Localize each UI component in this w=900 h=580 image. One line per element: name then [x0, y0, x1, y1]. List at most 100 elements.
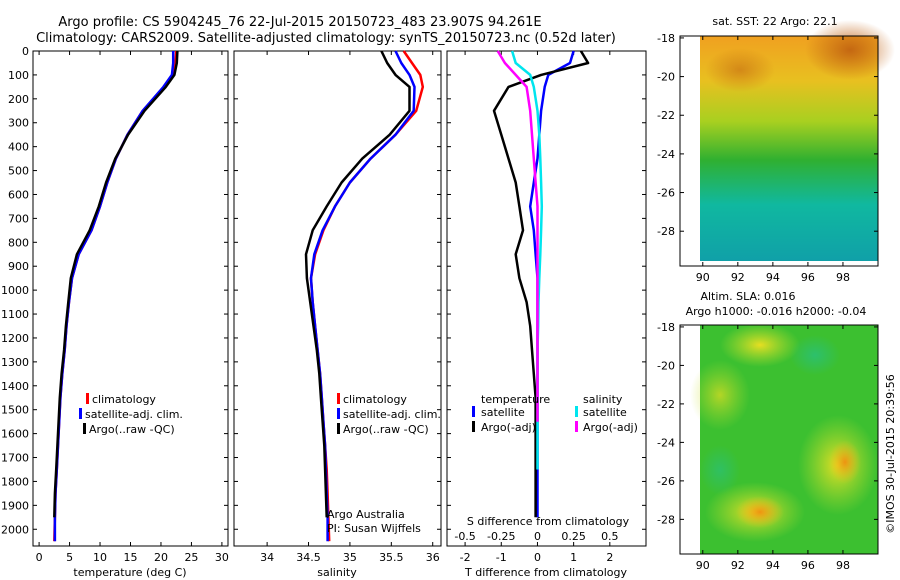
salinity-panel: 34 34.5 35 35.5 36 salinity climatology sate…: [233, 50, 442, 579]
lat-tick-label: -24: [657, 148, 675, 161]
title-line-2: Climatology: CARS2009. Satellite-adjuste…: [36, 31, 616, 46]
x-tick-label: 1: [570, 551, 577, 564]
x-tick-label: 2: [606, 551, 613, 564]
legend-swatch-argo: [83, 423, 86, 434]
sst-map-frame: [679, 35, 879, 267]
y-tick-label: 300: [8, 117, 29, 130]
lat-tick-label: -22: [657, 398, 675, 411]
sst-longitude-axis: 90 92 94 96 98: [696, 36, 850, 284]
x-tick-label: 0: [36, 551, 43, 564]
credit-line-1: Argo Australia: [327, 508, 405, 521]
difference-axes-frame: [446, 50, 647, 547]
sla-map-panel: Altim. SLA: 0.016 Argo h1000: -0.016 h20…: [657, 290, 879, 572]
lon-tick-label: 90: [696, 271, 710, 284]
legend-swatch-s-satellite: [575, 406, 578, 417]
temperature-axes-frame: [32, 50, 229, 547]
series-line-satellite-adj-clim: [53, 51, 175, 542]
y-tick-label: 400: [8, 141, 29, 154]
depth-axis: 0 100 200 300 400 500 600 700 800 900 1000 1100 1200…: [1, 45, 29, 536]
lat-tick-label: -18: [657, 321, 675, 334]
x-tick-label: 35: [343, 551, 357, 564]
series-line-argo-raw-qc: [304, 50, 411, 518]
x-tick-label: 5: [66, 551, 73, 564]
lat-tick-label: -20: [657, 71, 675, 84]
legend-swatch-s-argo: [575, 421, 578, 432]
t-difference-axis: -2 -1 0 1 2: [447, 50, 646, 564]
legend-label-satellite: satellite-adj. clim.: [85, 408, 183, 421]
legend-swatch-climatology: [337, 393, 340, 404]
temperature-panel: 0100200300400500600700800900100011001200…: [1, 45, 229, 579]
series-line-argo-raw-qc: [53, 50, 179, 518]
lat-tick-label: -28: [657, 225, 675, 238]
sla-latitude-axis: -18 -20 -22 -24 -26 -28: [657, 321, 878, 526]
difference-series: [492, 50, 590, 518]
y-tick-label: 100: [8, 69, 29, 82]
lon-tick-label: 92: [731, 559, 745, 572]
legend-label-argo: Argo(..raw -QC): [89, 423, 175, 436]
x-tick-label: 10: [93, 551, 107, 564]
y-tick-label: 0: [22, 45, 29, 58]
legend-label-s-argo: Argo(-adj): [583, 421, 638, 434]
t-difference-xlabel: T difference from climatology: [464, 566, 627, 579]
y-tick-label: 1300: [1, 356, 29, 369]
lon-tick-label: 98: [836, 559, 850, 572]
legend-label-climatology: climatology: [92, 393, 156, 406]
credit-line-2: PI: Susan Wijffels: [327, 522, 421, 535]
legend-title-salinity: salinity: [583, 393, 623, 406]
y-tick-label: 1800: [1, 475, 29, 488]
sla-patch: [790, 335, 840, 375]
sla-map-title-1: Altim. SLA: 0.016: [700, 290, 795, 303]
y-tick-label: 500: [8, 165, 29, 178]
lon-tick-label: 94: [766, 271, 780, 284]
difference-panel: -2 -1 0 1 2 -0.5 -0.25 0 0.25 0.5 T difference f…: [446, 50, 647, 579]
y-tick-label: 900: [8, 260, 29, 273]
sla-map-title-2: Argo h1000: -0.016 h2000: -0.04: [686, 305, 867, 318]
temperature-series: [53, 50, 179, 542]
sla-patch: [736, 496, 784, 528]
sla-patch: [829, 440, 861, 484]
legend-swatch-argo: [337, 423, 340, 434]
salinity-xlabel: salinity: [317, 566, 357, 579]
y-tick-label: 1700: [1, 452, 29, 465]
salinity-series: [304, 50, 425, 542]
x-tick-label: 15: [124, 551, 138, 564]
legend-label-climatology: climatology: [343, 393, 407, 406]
timestamp: ©IMOS 30-Jul-2015 20:39:56: [884, 374, 897, 534]
salinity-legend: climatology satellite-adj. clim. Argo(..…: [337, 393, 441, 436]
series-line-s-argo-adj: [496, 50, 539, 422]
lat-tick-label: -26: [657, 187, 675, 200]
legend-label-s-satellite: satellite: [583, 406, 627, 419]
y-tick-label: 200: [8, 93, 29, 106]
lat-tick-label: -22: [657, 109, 675, 122]
legend-swatch-climatology: [86, 393, 89, 404]
s-tick-label: 0.25: [561, 530, 586, 543]
sst-warm-patch: [805, 20, 895, 80]
x-tick-label: 36: [426, 551, 440, 564]
series-line-climatology: [53, 50, 178, 542]
series-line-climatology: [309, 50, 425, 542]
lat-tick-label: -18: [657, 32, 675, 45]
y-tick-label: 600: [8, 188, 29, 201]
difference-legend: temperature salinity satellite Argo(-adj…: [472, 393, 638, 434]
sla-patch: [700, 445, 740, 495]
sst-latitude-axis: -18 -20 -22 -24 -26 -28: [657, 32, 878, 238]
x-tick-label: -1: [496, 551, 507, 564]
sst-map-panel: sat. SST: 22 Argo: 22.1 -18-20-22-24-26-…: [657, 15, 895, 284]
lon-tick-label: 90: [696, 559, 710, 572]
lon-tick-label: 92: [731, 271, 745, 284]
x-tick-label: 35.5: [379, 551, 404, 564]
sla-patch: [690, 360, 750, 430]
legend-label-argo: Argo(..raw -QC): [343, 423, 429, 436]
lat-tick-label: -20: [657, 359, 675, 372]
y-tick-label: 1900: [1, 499, 29, 512]
temperature-legend: climatology satellite-adj. clim. Argo(..…: [79, 393, 183, 436]
temperature-axis: 0 5 10 15 20 25 30: [33, 50, 229, 564]
legend-swatch-t-argo: [472, 421, 475, 432]
y-tick-label: 1100: [1, 308, 29, 321]
sst-warm-patch: [705, 48, 775, 92]
y-tick-label: 700: [8, 212, 29, 225]
title-line-1: Argo profile: CS 5904245_76 22-Jul-2015 …: [58, 15, 541, 30]
x-tick-label: 34.5: [296, 551, 321, 564]
series-line-t-argo-adj: [492, 50, 590, 518]
